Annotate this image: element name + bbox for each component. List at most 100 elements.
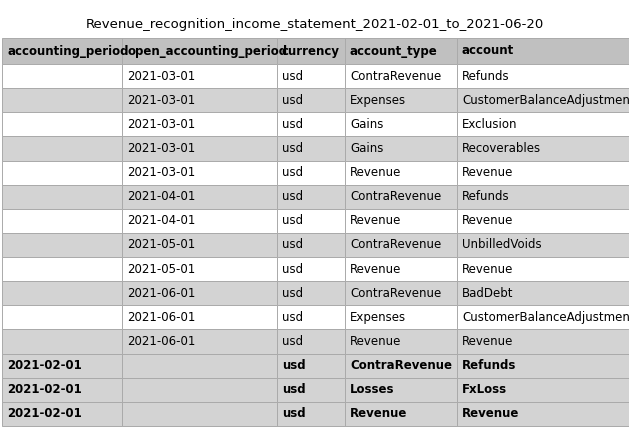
Bar bbox=[345, 305, 457, 329]
Bar bbox=[2, 329, 122, 353]
Bar bbox=[2, 353, 122, 378]
Text: 2021-05-01: 2021-05-01 bbox=[127, 239, 195, 252]
Text: Revenue: Revenue bbox=[350, 335, 401, 348]
Text: account: account bbox=[462, 44, 515, 58]
Bar bbox=[122, 257, 277, 281]
Bar bbox=[2, 378, 122, 402]
Text: ContraRevenue: ContraRevenue bbox=[350, 359, 452, 372]
Bar bbox=[345, 88, 457, 112]
Bar bbox=[457, 112, 629, 136]
Text: usd: usd bbox=[282, 215, 303, 227]
Text: account_type: account_type bbox=[350, 44, 438, 58]
Text: Exclusion: Exclusion bbox=[462, 118, 518, 131]
Bar bbox=[457, 353, 629, 378]
Bar bbox=[277, 64, 345, 88]
Text: 2021-03-01: 2021-03-01 bbox=[127, 142, 195, 155]
Text: usd: usd bbox=[282, 287, 303, 300]
Bar bbox=[277, 233, 345, 257]
Bar bbox=[2, 160, 122, 184]
Text: UnbilledVoids: UnbilledVoids bbox=[462, 239, 542, 252]
Bar bbox=[345, 233, 457, 257]
Bar bbox=[2, 257, 122, 281]
Text: ContraRevenue: ContraRevenue bbox=[350, 287, 442, 300]
Bar bbox=[277, 402, 345, 426]
Text: CustomerBalanceAdjustments: CustomerBalanceAdjustments bbox=[462, 311, 629, 324]
Text: 2021-04-01: 2021-04-01 bbox=[127, 190, 196, 203]
Bar bbox=[457, 136, 629, 160]
Text: 2021-06-01: 2021-06-01 bbox=[127, 311, 196, 324]
Text: BadDebt: BadDebt bbox=[462, 287, 513, 300]
Bar bbox=[122, 233, 277, 257]
Bar bbox=[277, 305, 345, 329]
Text: Revenue: Revenue bbox=[462, 166, 513, 179]
Text: usd: usd bbox=[282, 190, 303, 203]
Text: usd: usd bbox=[282, 166, 303, 179]
Bar bbox=[457, 257, 629, 281]
Text: 2021-03-01: 2021-03-01 bbox=[127, 94, 195, 107]
Bar bbox=[345, 184, 457, 209]
Text: usd: usd bbox=[282, 70, 303, 83]
Bar bbox=[122, 353, 277, 378]
Text: Revenue: Revenue bbox=[350, 408, 408, 421]
Bar bbox=[457, 233, 629, 257]
Bar bbox=[122, 378, 277, 402]
Bar bbox=[122, 112, 277, 136]
Text: Refunds: Refunds bbox=[462, 190, 509, 203]
Text: usd: usd bbox=[282, 408, 306, 421]
Bar bbox=[122, 305, 277, 329]
Bar bbox=[457, 38, 629, 64]
Bar bbox=[277, 136, 345, 160]
Text: Revenue: Revenue bbox=[462, 215, 513, 227]
Bar bbox=[277, 353, 345, 378]
Bar bbox=[345, 281, 457, 305]
Bar bbox=[122, 160, 277, 184]
Text: 2021-06-01: 2021-06-01 bbox=[127, 287, 196, 300]
Text: usd: usd bbox=[282, 335, 303, 348]
Text: 2021-03-01: 2021-03-01 bbox=[127, 166, 195, 179]
Text: ContraRevenue: ContraRevenue bbox=[350, 70, 442, 83]
Text: Revenue: Revenue bbox=[462, 335, 513, 348]
Text: usd: usd bbox=[282, 94, 303, 107]
Bar bbox=[345, 136, 457, 160]
Bar bbox=[457, 160, 629, 184]
Bar bbox=[457, 305, 629, 329]
Bar bbox=[122, 136, 277, 160]
Bar bbox=[277, 112, 345, 136]
Bar bbox=[277, 38, 345, 64]
Text: open_accounting_period: open_accounting_period bbox=[127, 44, 287, 58]
Bar bbox=[122, 184, 277, 209]
Text: CustomerBalanceAdjustments: CustomerBalanceAdjustments bbox=[462, 94, 629, 107]
Bar bbox=[122, 281, 277, 305]
Text: usd: usd bbox=[282, 239, 303, 252]
Bar bbox=[2, 184, 122, 209]
Bar bbox=[2, 281, 122, 305]
Text: 2021-06-01: 2021-06-01 bbox=[127, 335, 196, 348]
Text: Gains: Gains bbox=[350, 118, 383, 131]
Text: usd: usd bbox=[282, 118, 303, 131]
Text: usd: usd bbox=[282, 142, 303, 155]
Bar bbox=[122, 88, 277, 112]
Bar bbox=[345, 38, 457, 64]
Bar bbox=[2, 38, 122, 64]
Bar bbox=[2, 402, 122, 426]
Bar bbox=[122, 64, 277, 88]
Text: 2021-03-01: 2021-03-01 bbox=[127, 70, 195, 83]
Bar bbox=[345, 257, 457, 281]
Text: accounting_period: accounting_period bbox=[7, 44, 128, 58]
Bar bbox=[277, 88, 345, 112]
Bar bbox=[122, 209, 277, 233]
Bar bbox=[2, 112, 122, 136]
Text: Revenue: Revenue bbox=[462, 263, 513, 276]
Bar bbox=[457, 281, 629, 305]
Bar bbox=[277, 329, 345, 353]
Text: FxLoss: FxLoss bbox=[462, 383, 507, 396]
Bar bbox=[345, 209, 457, 233]
Bar bbox=[277, 281, 345, 305]
Bar bbox=[277, 160, 345, 184]
Bar bbox=[122, 38, 277, 64]
Bar bbox=[277, 184, 345, 209]
Text: Expenses: Expenses bbox=[350, 311, 406, 324]
Bar bbox=[345, 160, 457, 184]
Text: Revenue: Revenue bbox=[350, 263, 401, 276]
Bar bbox=[122, 402, 277, 426]
